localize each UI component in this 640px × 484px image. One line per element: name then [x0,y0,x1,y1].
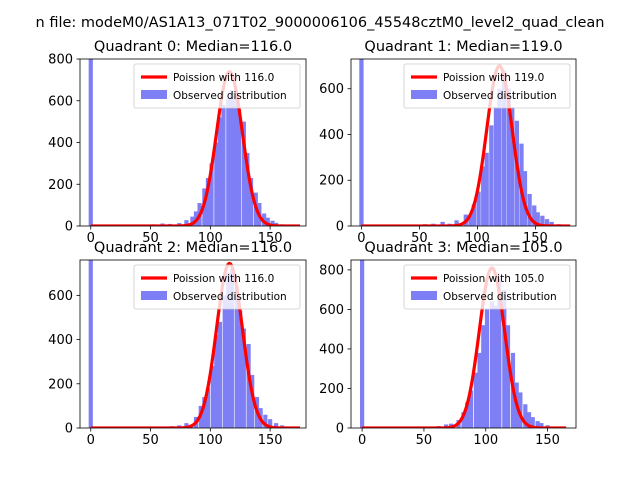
legend-observed-swatch [141,90,167,99]
subplot-title: Quadrant 1: Median=119.0 [364,39,562,55]
x-tick-label: 100 [198,433,223,448]
histogram-bar [360,260,364,428]
histogram-bar [223,295,227,428]
subplot-title: Quadrant 2: Median=116.0 [94,240,292,256]
subplot-q3: 0 50 100 150 0 200 400 600 800 Quadrant 3: Median… [319,240,576,448]
subplot-q2: 0 50 100 150 0 200 400 600 Quadrant 2: Median=11… [48,240,306,448]
y-tick-label: 0 [336,422,344,437]
legend: Poission with 116.0 Observed distribution [134,64,300,108]
y-tick-label: 0 [65,422,73,437]
legend-poisson-label: Poission with 119.0 [443,72,544,84]
legend-poisson-label: Poission with 105.0 [443,273,544,285]
histogram-bar [226,99,230,226]
subplot-title: Quadrant 0: Median=116.0 [94,39,292,55]
y-tick-label: 600 [319,82,344,97]
y-tick-label: 600 [319,303,344,318]
histogram-bar [490,302,494,428]
histogram-bar [485,153,489,226]
y-tick-label: 800 [48,53,73,68]
histogram-bar [89,260,93,428]
histogram-bar [477,353,481,428]
y-tick-label: 400 [319,342,344,357]
histogram-bar [481,325,485,428]
legend: Poission with 119.0 Observed distribution [404,64,570,108]
legend-observed-swatch [411,90,437,99]
histogram-bar [359,59,363,226]
legend-observed-label: Observed distribution [443,291,557,303]
x-tick-label: 150 [535,433,560,448]
y-tick-label: 0 [65,220,73,235]
histogram-bar [218,117,222,226]
legend: Poission with 105.0 Observed distribution [404,265,570,309]
y-tick-label: 200 [319,174,344,189]
figure-suptitle: n file: modeM0/AS1A13_071T02_9000006106_… [36,15,605,31]
y-tick-label: 200 [319,382,344,397]
y-tick-label: 600 [48,94,73,109]
subplot-grid: 0 50 100 150 0 200 400 600 800 Quadrant 0: Median… [48,39,576,448]
x-tick-label: 0 [87,433,95,448]
x-tick-label: 50 [416,433,433,448]
y-tick-label: 200 [48,178,73,193]
x-tick-label: 0 [358,433,366,448]
x-tick-label: 100 [473,433,498,448]
histogram-bar [218,322,222,428]
histogram-bar [233,97,237,226]
histogram-bar [221,105,225,226]
y-tick-label: 600 [48,289,73,304]
x-tick-label: 50 [142,433,159,448]
y-tick-label: 400 [48,136,73,151]
histogram-bar [494,305,498,428]
histogram-bar [497,89,501,226]
histogram-bar [89,59,93,226]
legend: Poission with 116.0 Observed distribution [134,265,300,309]
legend-poisson-label: Poission with 116.0 [173,273,274,285]
histogram-bar [230,90,234,226]
subplot-title: Quadrant 3: Median=105.0 [364,240,562,256]
legend-poisson-label: Poission with 116.0 [173,72,274,84]
legend-observed-label: Observed distribution [443,90,557,102]
x-tick-label: 150 [258,433,283,448]
y-tick-label: 200 [48,377,73,392]
histogram-bar [474,373,478,428]
histogram-bar [489,125,493,226]
legend-observed-label: Observed distribution [173,291,287,303]
histogram-bar [485,309,489,428]
y-tick-label: 400 [319,128,344,143]
y-tick-label: 800 [319,263,344,278]
legend-observed-swatch [141,291,167,300]
y-tick-label: 0 [336,220,344,235]
legend-observed-swatch [411,291,437,300]
legend-observed-label: Observed distribution [173,90,287,102]
y-tick-label: 400 [48,333,73,348]
